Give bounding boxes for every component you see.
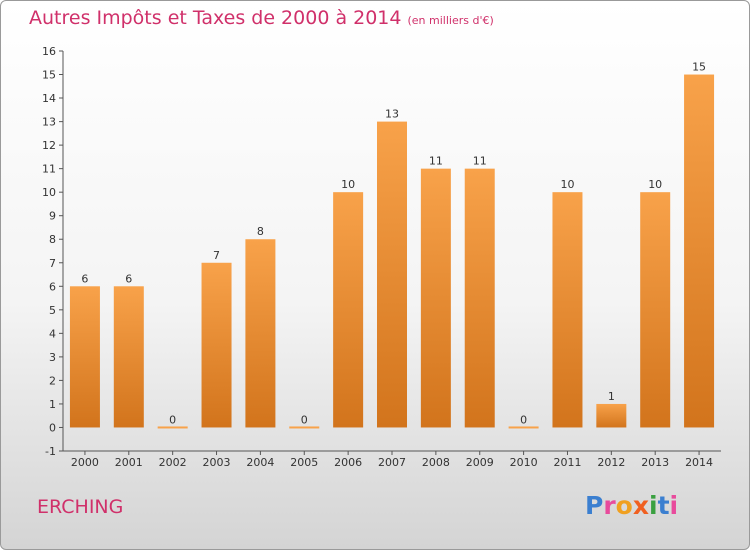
- logo-letter: i: [669, 491, 679, 520]
- bar-value-label: 0: [520, 413, 527, 426]
- logo-letter: r: [603, 491, 616, 520]
- x-tick-label: 2002: [159, 456, 187, 469]
- bar-value-label: 8: [257, 225, 264, 238]
- y-tick-label: 7: [49, 257, 56, 270]
- logo-letter: o: [615, 491, 633, 520]
- bar-value-label: 7: [213, 249, 220, 262]
- bar-value-label: 6: [81, 272, 88, 285]
- x-tick-label: 2007: [378, 456, 406, 469]
- bar-value-label: 1: [608, 390, 615, 403]
- y-tick-label: 12: [42, 139, 56, 152]
- y-tick-label: 0: [49, 421, 56, 434]
- bar: [377, 121, 407, 428]
- y-tick-label: 15: [42, 69, 56, 82]
- bar-value-label: 13: [385, 108, 399, 121]
- location-label: ERCHING: [37, 496, 124, 518]
- bar: [640, 192, 671, 428]
- bar: [113, 286, 144, 428]
- x-tick-label: 2008: [422, 456, 450, 469]
- y-tick-label: 11: [42, 163, 56, 176]
- bar-value-label: 0: [301, 413, 308, 426]
- x-tick-label: 2003: [203, 456, 231, 469]
- x-tick-label: 2009: [466, 456, 494, 469]
- bar: [684, 74, 715, 428]
- y-tick-label: 6: [49, 280, 56, 293]
- y-tick-label: 13: [42, 116, 56, 129]
- logo-letter: x: [632, 491, 649, 520]
- bar-value-label: 10: [648, 178, 662, 191]
- bar: [464, 168, 495, 428]
- y-tick-label: 16: [42, 45, 56, 58]
- x-tick-label: 2014: [685, 456, 713, 469]
- bar: [201, 262, 232, 428]
- proxiti-logo: Proxiti: [585, 491, 678, 520]
- y-tick-label: 2: [49, 374, 56, 387]
- y-tick-label: 4: [49, 327, 56, 340]
- bar-value-label: 15: [692, 61, 706, 74]
- bar: [420, 168, 451, 428]
- bar-value-label: 10: [560, 178, 574, 191]
- x-tick-label: 2000: [71, 456, 99, 469]
- bar-value-label: 0: [169, 413, 176, 426]
- y-tick-label: 8: [49, 233, 56, 246]
- bar: [69, 286, 100, 428]
- x-tick-label: 2011: [553, 456, 581, 469]
- bar: [596, 403, 627, 428]
- x-tick-label: 2010: [510, 456, 538, 469]
- chart-title-text: Autres Impôts et Taxes de 2000 à 2014: [29, 7, 402, 29]
- y-tick-label: 5: [49, 304, 56, 317]
- bar: [157, 426, 188, 429]
- y-tick-label: 1: [49, 398, 56, 411]
- y-tick-label: 9: [49, 210, 56, 223]
- y-tick-label: -1: [45, 445, 56, 458]
- bar-value-label: 11: [429, 155, 443, 168]
- bar: [508, 426, 539, 429]
- x-tick-label: 2012: [597, 456, 625, 469]
- logo-letter: t: [657, 491, 670, 520]
- bar-value-label: 11: [473, 155, 487, 168]
- x-tick-label: 2013: [641, 456, 669, 469]
- x-tick-label: 2001: [115, 456, 143, 469]
- chart-unit: (en milliers d'€): [407, 14, 494, 27]
- bar-value-label: 10: [341, 178, 355, 191]
- bar: [289, 426, 320, 429]
- y-tick-label: 14: [42, 92, 56, 105]
- bar: [333, 192, 364, 428]
- bar-value-label: 6: [125, 272, 132, 285]
- chart-title: Autres Impôts et Taxes de 2000 à 2014 (en…: [29, 7, 494, 29]
- x-tick-label: 2005: [290, 456, 318, 469]
- y-tick-label: 10: [42, 186, 56, 199]
- logo-letter: i: [649, 491, 658, 520]
- bar: [552, 192, 583, 428]
- bar: [245, 239, 276, 428]
- x-tick-label: 2004: [246, 456, 274, 469]
- x-tick-label: 2006: [334, 456, 362, 469]
- y-tick-label: 3: [49, 351, 56, 364]
- logo-letter: P: [585, 491, 604, 520]
